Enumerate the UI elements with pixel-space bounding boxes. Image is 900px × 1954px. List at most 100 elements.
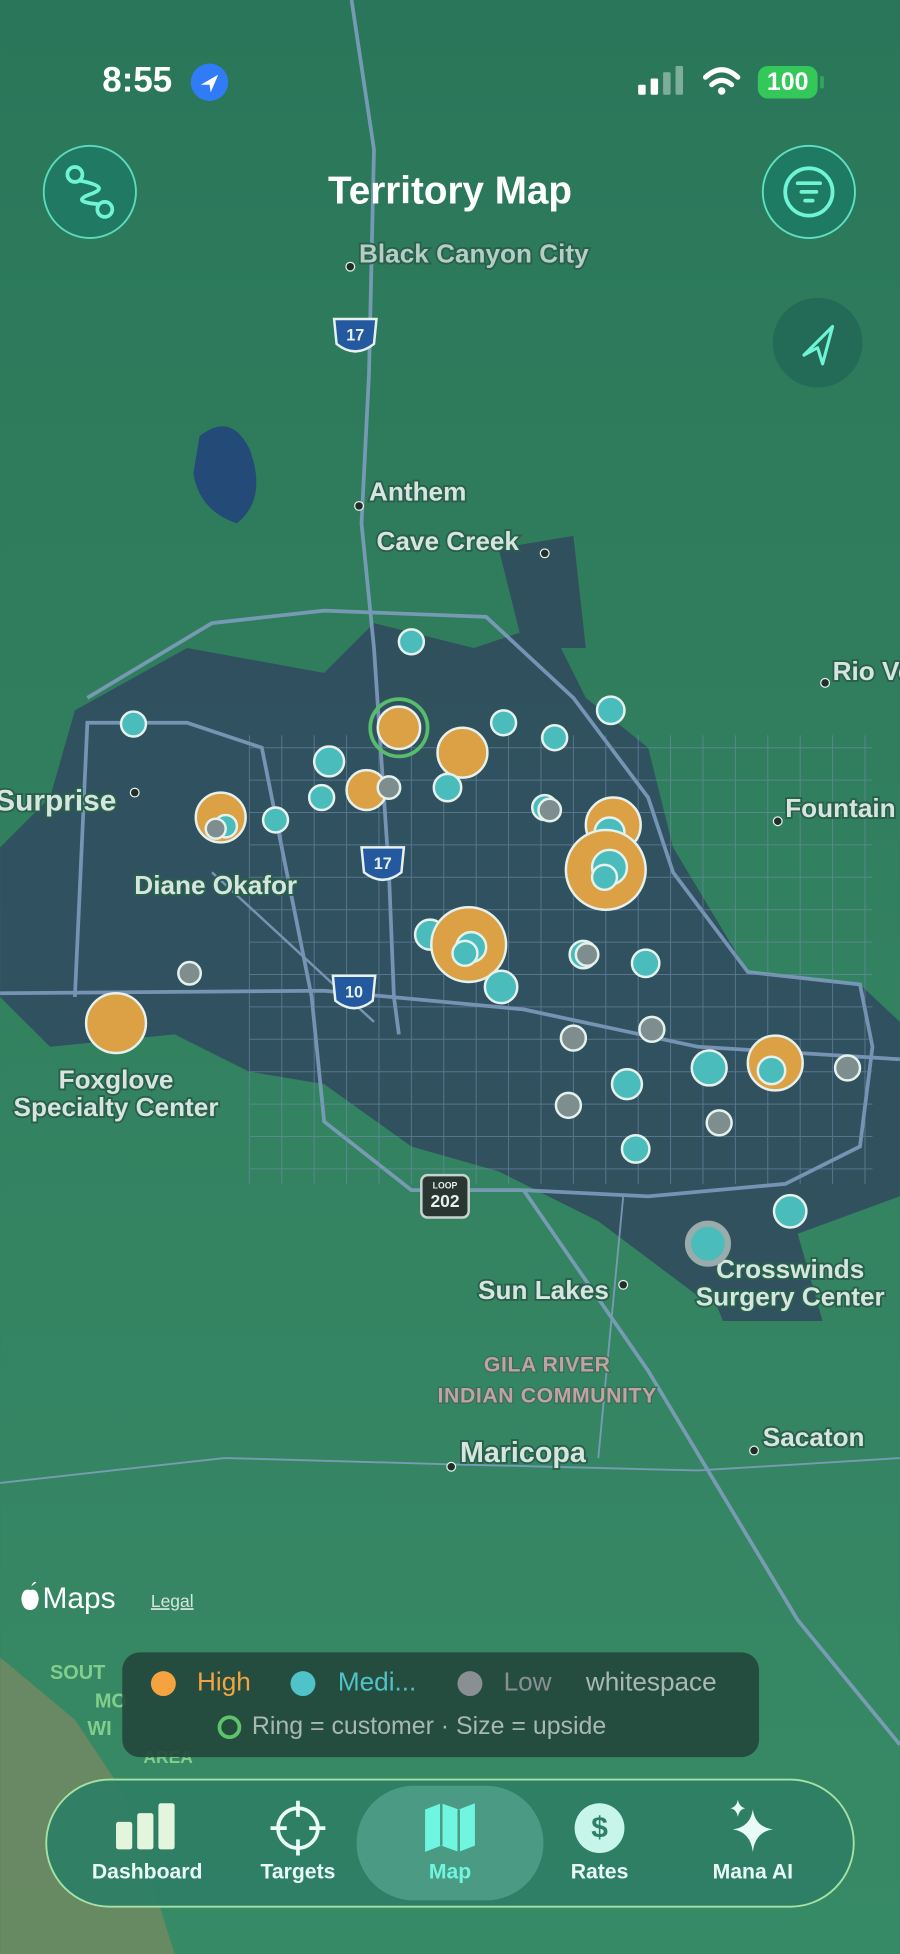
signal [638,66,684,95]
place-dot [129,787,140,798]
marker [574,942,600,968]
marker [537,797,563,823]
battery [757,66,818,99]
page-title: Territory Map [328,169,572,212]
marker [620,1134,651,1164]
shield-label: 17 [374,855,392,873]
status-time: 8:55 [102,60,172,99]
marker [261,806,290,834]
tab-rates[interactable]: $ Rates [571,1803,629,1884]
highway-shields: 17 17 10 LOOP 202 [331,317,470,1219]
place-label: Sacaton [763,1422,865,1452]
wifi [702,67,741,88]
place-label: Specialty Center [14,1092,219,1122]
edge-label: MO [95,1691,127,1713]
shield [331,974,377,1010]
shield [420,1173,470,1219]
marker [436,726,489,779]
place-dot [618,1279,629,1290]
tab-label[interactable]: Dashboard [92,1861,203,1884]
place-label: Anthem [369,476,466,506]
marker [595,695,626,726]
filter-button[interactable] [761,144,856,239]
marker [610,1067,644,1101]
place-label: Foxglove [59,1065,174,1095]
edge-label: SOUT [50,1662,105,1684]
tab-mana-ai[interactable]: Mana AI [713,1799,793,1884]
rates-icon: $ [591,1811,608,1844]
shield-label: 17 [346,327,364,345]
marker [772,1193,808,1229]
marker [119,710,148,738]
customer-ring [368,697,430,759]
place-dot [772,816,783,827]
shield-label: 202 [430,1191,459,1211]
place-label: Fountain [785,793,895,823]
place-label: Black Canyon City [359,238,589,268]
apple-logo [21,1581,39,1611]
marker [554,1091,583,1120]
place-label: Cave Creek [376,526,519,556]
tab-label[interactable]: Mana AI [713,1861,793,1884]
marker [705,1109,733,1137]
place-label: Rio Ve [833,656,900,686]
marker [684,1220,732,1267]
place-label: Diane Okafor [134,870,297,900]
marker [559,1024,588,1052]
place-dot [820,677,831,688]
place-dot [354,500,365,511]
reserve-label: GILA RIVER [484,1353,611,1376]
marker [177,960,203,986]
legend-note: Ring = customer · Size = upside [252,1712,606,1740]
marker [638,1015,666,1044]
legend-swatch [457,1671,483,1697]
legend-swatch [290,1671,316,1697]
legend-label: High [197,1666,251,1696]
place-dot [539,548,550,559]
wifi-dot [717,87,726,95]
marker [540,724,569,752]
reserve-label: INDIAN COMMUNITY [438,1385,657,1408]
shield-label: 10 [345,983,363,1001]
locate-button[interactable] [772,297,863,388]
shield [332,317,378,353]
marker [376,775,402,801]
place-dot [749,1445,760,1456]
legal-link[interactable]: Legal [151,1591,194,1611]
marker [483,969,519,1005]
edge-label: WI [87,1718,111,1740]
tab-label[interactable]: Map [429,1861,471,1884]
battery-tip [820,76,824,89]
place-label: Crosswinds [716,1254,864,1284]
place-label: Surprise [0,784,116,817]
maps-attribution: Maps [43,1582,116,1615]
legend-label: Medi... [338,1666,417,1696]
map-labels: Black Canyon City Anthem Cave Creek Rio … [0,237,900,1767]
marker [307,783,336,812]
tab-label[interactable]: Rates [571,1861,629,1884]
place-label: Surgery Center [696,1281,885,1311]
markers [84,628,862,1267]
marker [432,772,463,803]
legend-label: whitespace [585,1666,717,1696]
marker [756,1055,787,1086]
marker [376,705,422,751]
place-dot [446,1461,457,1472]
marker [590,863,619,892]
tab-map[interactable]: Map [425,1803,475,1884]
lake [193,426,257,524]
tab-dashboard[interactable]: Dashboard [92,1803,203,1884]
legend-ring [217,1715,242,1740]
marker [84,991,148,1055]
tab-targets[interactable]: Targets [261,1800,336,1884]
marker [630,948,661,979]
marker [312,745,346,778]
marker [451,939,479,968]
route-button[interactable] [42,144,137,239]
tab-label[interactable]: Targets [261,1861,336,1884]
shield-label: LOOP [433,1181,458,1191]
location-arrow [200,74,219,93]
legend-swatch [150,1671,176,1697]
place-label: Sun Lakes [478,1275,609,1305]
